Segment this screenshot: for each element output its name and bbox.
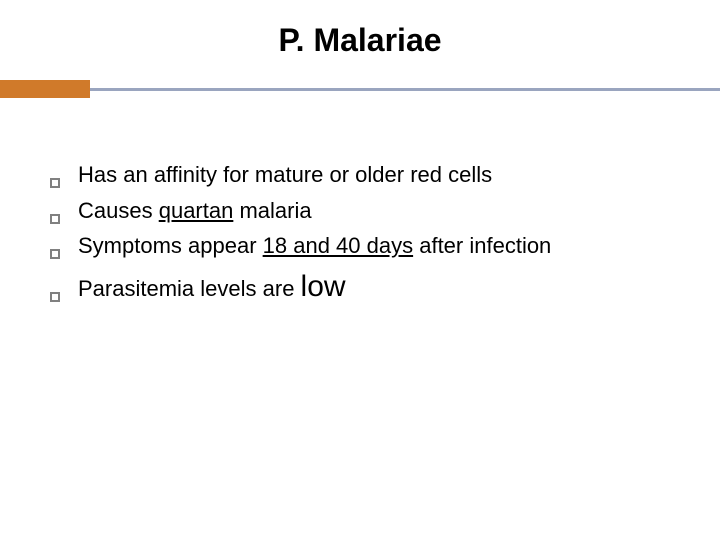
text-segment: malaria: [233, 198, 311, 223]
title-underline-row: [0, 80, 720, 98]
list-item-text: Causes quartan malaria: [78, 196, 312, 226]
text-segment: 18 and 40 days: [263, 233, 413, 258]
slide-title: P. Malariae: [0, 0, 720, 59]
text-segment: Parasitemia levels are: [78, 276, 301, 301]
list-item: Parasitemia levels are low: [50, 267, 670, 308]
text-segment: low: [301, 270, 346, 303]
list-item-text: Symptoms appear 18 and 40 days after inf…: [78, 231, 551, 261]
list-item: Has an affinity for mature or older red …: [50, 160, 670, 190]
list-item-text: Has an affinity for mature or older red …: [78, 160, 492, 190]
list-item: Symptoms appear 18 and 40 days after inf…: [50, 231, 670, 261]
text-segment: quartan: [159, 198, 234, 223]
list-item: Causes quartan malaria: [50, 196, 670, 226]
slide: P. Malariae Has an affinity for mature o…: [0, 0, 720, 540]
text-segment: Has an affinity for mature or older red …: [78, 162, 492, 187]
text-segment: after infection: [413, 233, 551, 258]
accent-block: [0, 80, 90, 98]
square-bullet-icon: [50, 178, 60, 188]
square-bullet-icon: [50, 292, 60, 302]
text-segment: Symptoms appear: [78, 233, 263, 258]
divider-line: [90, 88, 720, 91]
list-item-text: Parasitemia levels are low: [78, 267, 346, 308]
text-segment: Causes: [78, 198, 159, 223]
square-bullet-icon: [50, 249, 60, 259]
square-bullet-icon: [50, 214, 60, 224]
bullet-list: Has an affinity for mature or older red …: [50, 160, 670, 314]
